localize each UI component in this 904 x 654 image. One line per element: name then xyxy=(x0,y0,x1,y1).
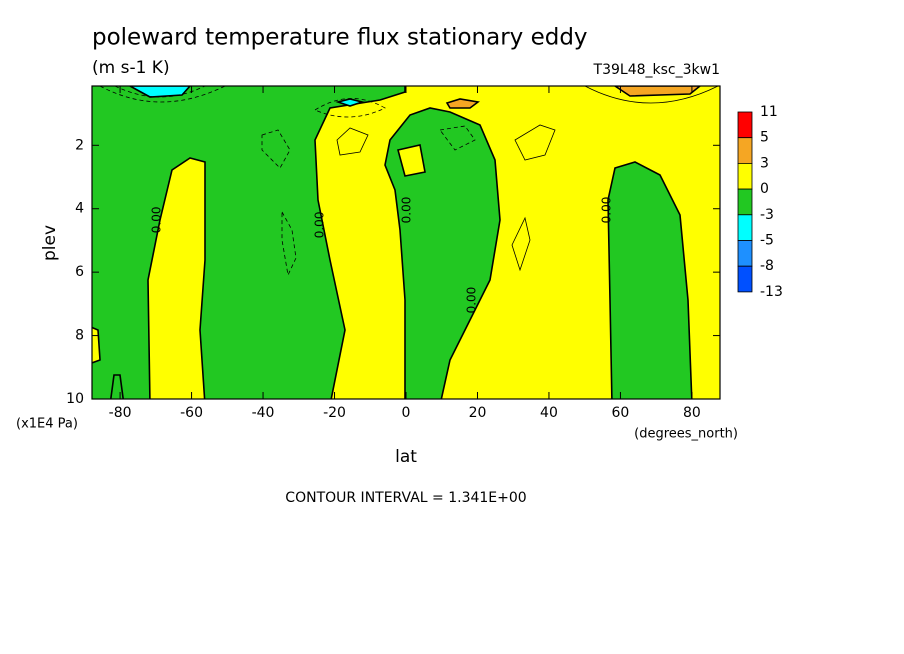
contour-field xyxy=(92,86,720,399)
x-tick-label: 40 xyxy=(540,405,558,421)
contour-line xyxy=(114,86,206,98)
field-region xyxy=(397,144,426,177)
x-tick-label: 0 xyxy=(402,405,411,421)
contour-label: 0.00 xyxy=(599,197,613,224)
dataset-label: T39L48_ksc_3kw1 xyxy=(593,62,720,78)
y-tick-label: 6 xyxy=(75,264,84,280)
x-tick-label: -20 xyxy=(323,405,346,421)
colorbar-label: -5 xyxy=(760,233,774,249)
field-region xyxy=(607,161,693,399)
contour-label: 0.00 xyxy=(312,212,326,239)
y-tick-label: 8 xyxy=(75,328,84,344)
contour-line xyxy=(314,98,386,118)
contour-line xyxy=(439,125,476,151)
x-tick-label: 60 xyxy=(612,405,630,421)
y-axis-title: plev xyxy=(40,225,60,261)
contour-line xyxy=(514,124,556,161)
colorbar-box xyxy=(737,240,753,267)
contour-line xyxy=(336,127,369,156)
colorbar-box xyxy=(737,214,753,241)
x-axis-title: lat xyxy=(395,447,417,467)
colorbar-box xyxy=(737,265,753,293)
x-axis-units: (degrees_north) xyxy=(634,427,738,442)
contour-line xyxy=(511,216,531,272)
contour-line xyxy=(281,210,297,277)
field-region xyxy=(147,157,206,399)
field-region xyxy=(92,326,101,364)
y-tick-label: 4 xyxy=(75,201,84,217)
x-tick-label: -80 xyxy=(109,405,132,421)
contour-line xyxy=(261,129,291,169)
colorbar-label: 0 xyxy=(760,181,769,197)
colorbar-box xyxy=(737,111,753,139)
y-tick-label: 10 xyxy=(66,391,84,407)
contour-interval: CONTOUR INTERVAL = 1.341E+00 xyxy=(285,490,526,506)
contour-line xyxy=(99,86,226,103)
contour-line xyxy=(584,86,719,104)
x-tick-label: -40 xyxy=(252,405,275,421)
field-region xyxy=(335,98,365,107)
chart-title: poleward temperature flux stationary edd… xyxy=(92,25,588,51)
x-tick-label: 20 xyxy=(469,405,487,421)
y-tick-label: 2 xyxy=(75,137,84,153)
contour-label: 0.00 xyxy=(465,287,479,314)
field-region xyxy=(129,86,192,98)
field-region xyxy=(384,107,501,399)
x-tick-label: -60 xyxy=(180,405,203,421)
colorbar-label: 11 xyxy=(760,104,778,120)
colorbar-label: -3 xyxy=(760,207,774,223)
colorbar-label: -8 xyxy=(760,258,774,274)
colorbar-box xyxy=(737,162,753,190)
x-tick-label: 80 xyxy=(683,405,701,421)
field-region xyxy=(613,86,702,97)
colorbar-box xyxy=(737,137,753,164)
contour-label: 0.00 xyxy=(400,197,414,224)
colorbar-label: 5 xyxy=(760,130,769,146)
colorbar-label: -13 xyxy=(760,284,783,300)
y-axis-units: (x1E4 Pa) xyxy=(16,417,78,432)
contour-label: 0.00 xyxy=(149,206,163,233)
units-label: (m s-1 K) xyxy=(92,58,170,78)
colorbar-label: 3 xyxy=(760,155,769,171)
colorbar-box xyxy=(737,188,753,216)
field-region xyxy=(445,98,480,109)
